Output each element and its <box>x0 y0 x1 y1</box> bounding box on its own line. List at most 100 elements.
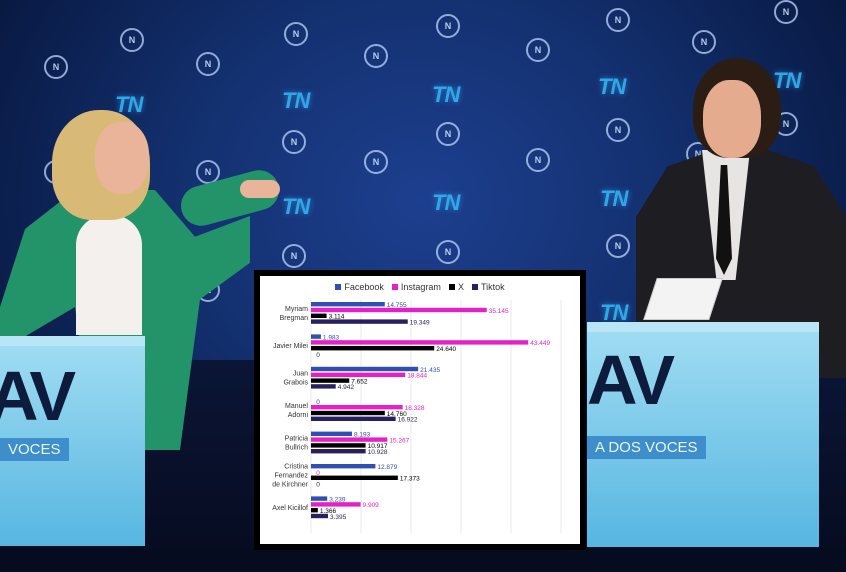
tn-logo: TN <box>600 186 628 211</box>
circle-logo-icon: N <box>526 148 550 172</box>
data-label-instagram: 18.328 <box>405 405 425 412</box>
data-label-facebook: 14.755 <box>387 302 407 309</box>
circle-logo-icon: N <box>606 118 630 142</box>
bar-tiktok <box>311 416 396 421</box>
data-label-instagram: 18.844 <box>407 373 427 380</box>
circle-logo-icon: N <box>606 234 630 258</box>
bar-facebook <box>311 464 376 469</box>
data-label-facebook: 0 <box>316 399 320 406</box>
bar-facebook <box>311 302 385 307</box>
legend-label: Instagram <box>400 282 441 292</box>
bar-facebook <box>311 496 328 501</box>
data-label-instagram: 9.909 <box>363 502 380 509</box>
circle-logo-icon: N <box>436 240 460 264</box>
legend-label: Tiktok <box>480 282 505 292</box>
circle-logo-icon: N <box>196 52 220 76</box>
legend-label: X <box>457 282 464 292</box>
data-label-tiktok: 4.942 <box>338 384 355 391</box>
bar-x <box>311 378 350 383</box>
data-label-tiktok: 10.928 <box>368 449 388 456</box>
data-label-x: 1.366 <box>320 508 337 515</box>
category-label: Juan Grabois <box>283 371 308 387</box>
circle-logo-icon: N <box>436 122 460 146</box>
podium-right-logo: AV <box>587 341 675 419</box>
bar-x <box>311 475 398 480</box>
podium-left-logo: AV <box>0 357 76 435</box>
category-label: Patricia Bullrich <box>285 436 308 452</box>
data-label-instagram: 43.449 <box>530 340 550 347</box>
category-label: Manuel Adorni <box>285 403 308 419</box>
category-label: Axel Kicillof <box>272 505 308 512</box>
data-label-instagram: 35.145 <box>489 308 509 315</box>
circle-logo-icon: N <box>120 28 144 52</box>
podium-left-band: VOCES <box>0 438 69 461</box>
legend-item-tiktok: Tiktok <box>471 282 505 292</box>
bar-tiktok <box>311 319 408 324</box>
circle-logo-icon: N <box>282 244 306 268</box>
data-label-facebook: 21.435 <box>420 367 440 374</box>
circle-logo-icon: N <box>284 22 308 46</box>
data-label-x: 7.652 <box>351 378 368 385</box>
data-label-x: 10.917 <box>368 443 388 450</box>
data-label-x: 24.640 <box>436 346 456 353</box>
data-label-instagram: 15.267 <box>389 437 409 444</box>
category-label: Myriam Bregman <box>280 306 309 322</box>
chart-legend: Facebook Instagram X Tiktok <box>260 282 580 292</box>
data-label-tiktok: 3.395 <box>330 514 347 521</box>
bar-x <box>311 313 327 318</box>
category-label: Javier Milei <box>273 343 308 350</box>
data-label-x: 17.373 <box>400 476 420 483</box>
bar-facebook <box>311 431 352 436</box>
legend-swatch <box>471 284 478 290</box>
bar-tiktok <box>311 384 336 389</box>
bar-instagram <box>311 502 361 507</box>
bar-tiktok <box>311 449 366 454</box>
legend-item-x: X <box>448 282 464 292</box>
tn-logo: TN <box>598 74 626 99</box>
bar-chart: 010.00020.00030.00040.00050.000MyriamBre… <box>272 300 562 533</box>
data-label-tiktok: 16.922 <box>398 417 418 424</box>
circle-logo-icon: N <box>774 0 798 24</box>
tn-logo: TN <box>432 82 460 107</box>
laptop <box>643 278 723 320</box>
circle-logo-icon: N <box>364 44 388 68</box>
podium-left: AV VOCES <box>0 336 145 546</box>
data-label-facebook: 12.879 <box>377 464 397 471</box>
legend-label: Facebook <box>344 282 384 292</box>
bar-x <box>311 508 318 513</box>
data-label-instagram: 0 <box>316 470 320 477</box>
bar-tiktok <box>311 513 328 519</box>
tn-logo: TN <box>600 300 628 325</box>
podium-right-band: A DOS VOCES <box>587 436 706 459</box>
data-label-tiktok: 19.349 <box>410 319 430 326</box>
circle-logo-icon: N <box>44 55 68 79</box>
circle-logo-icon: N <box>692 30 716 54</box>
podium-right: AV A DOS VOCES <box>587 322 819 547</box>
bar-instagram <box>311 307 487 313</box>
bar-x <box>311 443 366 448</box>
legend-item-facebook: Facebook <box>335 282 384 292</box>
tn-logo: TN <box>282 88 310 113</box>
bar-facebook <box>311 334 321 339</box>
bar-facebook <box>311 366 419 372</box>
circle-logo-icon: N <box>364 150 388 174</box>
bar-instagram <box>311 340 529 345</box>
data-label-facebook: 1.983 <box>323 334 340 341</box>
circle-logo-icon: N <box>282 130 306 154</box>
category-label: Cristina Fernandez de Kirchner <box>272 463 308 488</box>
bar-instagram <box>311 437 388 442</box>
legend-swatch <box>335 284 342 290</box>
data-label-tiktok: 0 <box>316 481 320 488</box>
bar-instagram <box>311 372 406 377</box>
tn-logo: TN <box>282 194 310 219</box>
circle-logo-icon: N <box>436 14 460 38</box>
data-label-x: 14.760 <box>387 411 407 418</box>
bar-instagram <box>311 405 403 410</box>
data-label-tiktok: 0 <box>316 352 320 359</box>
circle-logo-icon: N <box>606 8 630 32</box>
legend-swatch <box>448 284 455 290</box>
bar-x <box>311 410 385 416</box>
legend-swatch <box>391 284 398 290</box>
